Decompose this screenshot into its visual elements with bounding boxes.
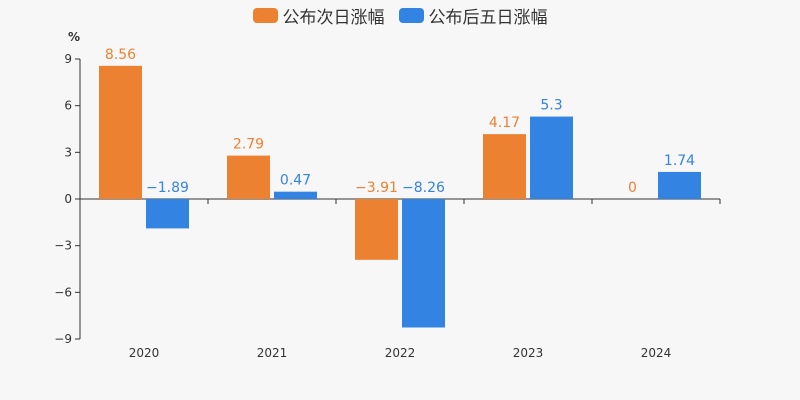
x-tick-label: 2022 — [385, 346, 416, 360]
x-tick-label: 2023 — [513, 346, 544, 360]
bar-series-2 — [530, 116, 573, 199]
bar-series-2 — [658, 171, 701, 199]
bar-series-2 — [402, 199, 445, 328]
y-tick-label: 6 — [64, 99, 72, 113]
data-label-series-1: 8.56 — [105, 47, 136, 63]
data-label-series-1: −3.91 — [355, 180, 398, 196]
x-tick-label: 2024 — [641, 346, 672, 360]
bar-series-1 — [483, 134, 526, 199]
bar-series-2 — [274, 191, 317, 199]
y-tick-label: −9 — [54, 332, 72, 346]
legend-item-series-2[interactable]: 公布后五日涨幅 — [398, 3, 548, 28]
x-tick-label: 2021 — [257, 346, 288, 360]
y-tick-label: −3 — [54, 239, 72, 253]
data-label-series-1: 4.17 — [489, 115, 520, 131]
data-label-series-2: −8.26 — [402, 180, 445, 196]
data-label-series-2: −1.89 — [146, 180, 189, 196]
legend: 公布次日涨幅 公布后五日涨幅 — [0, 3, 800, 28]
bar-series-1 — [99, 65, 142, 199]
bar-series-2 — [146, 199, 189, 229]
y-tick-label: 3 — [64, 145, 72, 159]
legend-swatch-series-2 — [398, 7, 424, 23]
data-label-series-1: 2.79 — [233, 137, 264, 153]
bar-series-1 — [355, 199, 398, 260]
y-axis-unit: % — [68, 30, 80, 44]
legend-item-series-1[interactable]: 公布次日涨幅 — [252, 3, 385, 28]
y-tick-label: 9 — [64, 52, 72, 66]
bar-series-1 — [227, 155, 270, 199]
data-label-series-2: 5.3 — [540, 98, 562, 114]
legend-label-series-2: 公布后五日涨幅 — [428, 7, 548, 28]
legend-label-series-1: 公布次日涨幅 — [282, 7, 385, 28]
data-label-series-2: 0.47 — [280, 173, 311, 189]
y-tick-label: −6 — [54, 285, 72, 299]
y-tick-label: 0 — [64, 192, 72, 206]
data-label-series-1: 0 — [628, 180, 637, 196]
data-label-series-2: 1.74 — [664, 153, 695, 169]
x-tick-label: 2020 — [129, 346, 160, 360]
legend-swatch-series-1 — [252, 7, 278, 23]
